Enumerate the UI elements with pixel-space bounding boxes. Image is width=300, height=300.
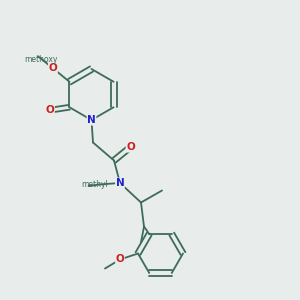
- Text: methoxy: methoxy: [24, 55, 58, 64]
- Text: O: O: [49, 63, 57, 73]
- Text: O: O: [46, 105, 54, 115]
- Text: methyl: methyl: [81, 180, 108, 189]
- Text: O: O: [116, 254, 124, 265]
- Text: O: O: [126, 142, 135, 152]
- Text: N: N: [87, 115, 96, 125]
- Text: N: N: [116, 178, 124, 188]
